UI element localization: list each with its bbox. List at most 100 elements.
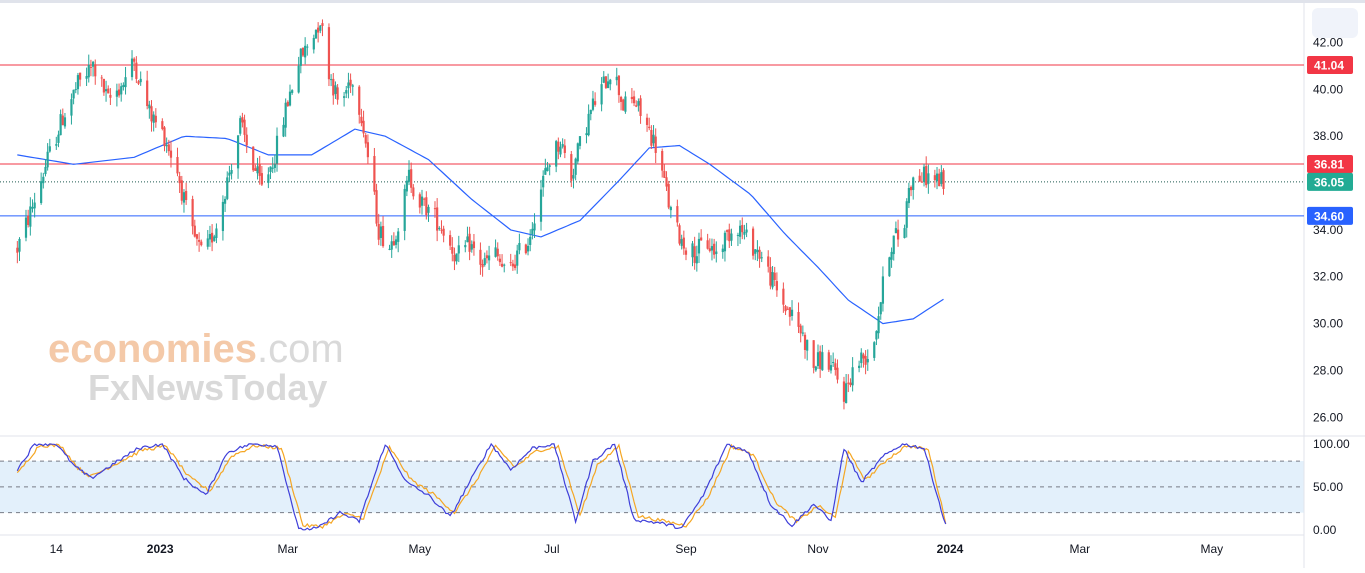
candle [661,148,664,178]
candle [70,93,73,125]
candle [394,235,398,249]
candle [332,72,335,105]
candle [407,160,411,186]
candle [496,242,499,261]
candle [40,172,43,205]
candle [304,37,307,65]
candle [241,112,244,128]
candle [87,54,90,83]
candle [680,234,683,250]
candle [330,74,333,87]
candle [130,50,134,81]
price-badge-label: 36.81 [1314,158,1344,172]
candle [728,223,731,248]
candle [479,242,482,275]
price-badge-label: 36.05 [1314,175,1344,189]
time-tick-label: Mar [1070,542,1091,556]
candle [31,199,34,213]
candle [89,59,93,77]
candle [594,92,597,107]
candle [269,166,272,180]
oscillator-band [0,460,1304,514]
candle [862,352,865,368]
candle [139,71,142,86]
candle [548,164,551,176]
oscillator-axis: 100.00 50.00 0.00 [1313,437,1350,537]
candle [786,306,789,310]
candle [858,360,861,373]
candle [542,170,545,197]
candle [412,184,415,200]
candle [544,158,547,175]
candle [182,189,186,213]
candle [336,84,339,105]
price-tick-label: 28.00 [1313,363,1343,377]
candle [801,325,804,337]
candle [271,157,274,174]
candle [715,241,718,263]
candle [834,358,837,376]
candle [228,165,231,183]
candle [284,98,287,137]
price-badge[interactable]: 36.05 [1307,172,1353,191]
candle [816,344,820,370]
candle [63,112,67,129]
candle [890,247,893,268]
candle [258,155,261,185]
candle [364,132,367,148]
candle [708,238,711,253]
price-badge[interactable]: 36.81 [1307,155,1353,174]
candle [942,168,945,195]
candle [922,163,926,187]
settings-corner-button[interactable] [1312,8,1358,38]
candle [275,127,279,172]
candle [180,175,183,205]
candle [935,166,939,190]
candle [533,213,536,238]
candle [877,306,880,339]
candle [812,340,815,374]
candle [198,232,201,252]
time-tick-label: 2024 [937,542,964,556]
candle [503,263,506,273]
candle [267,167,270,189]
candle [46,143,49,171]
candle [918,169,921,182]
candle [55,136,58,150]
candle [381,216,385,248]
candle [615,67,618,86]
candle [464,240,467,253]
candles-layer [16,19,945,410]
candle [531,222,534,240]
candle [697,232,701,264]
candle [252,146,255,172]
oscillator-fast-line [16,442,947,531]
price-tick-label: 38.00 [1313,129,1343,143]
candle [109,88,112,105]
candle [758,246,761,268]
candle [466,226,469,243]
candle [191,195,194,235]
watermark: economies.com FxNewsToday [48,327,344,408]
candle [451,237,454,262]
price-tick-label: 42.00 [1313,35,1343,49]
candle [420,189,424,215]
candle [873,341,876,361]
candle [236,134,240,179]
candle [193,219,196,238]
time-tick-label: Sep [675,542,697,556]
candle [161,118,164,131]
candle [42,172,45,189]
price-badge-label: 41.04 [1314,58,1344,72]
price-badge[interactable]: 34.60 [1307,206,1353,225]
price-badge[interactable]: 41.04 [1307,55,1353,74]
candle [676,199,679,227]
candle [630,88,634,104]
candle [24,209,28,242]
candle [561,138,564,149]
candle [167,139,170,156]
candle [117,83,121,98]
candle [516,244,519,274]
